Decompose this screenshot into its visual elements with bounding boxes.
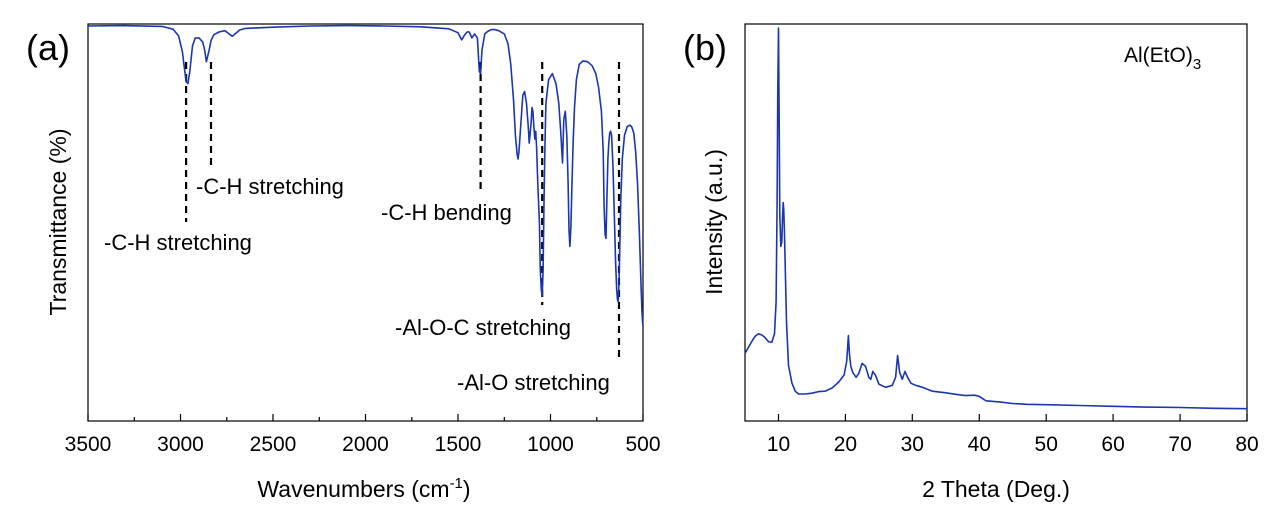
annotation-ch-stretching-2835: -C-H stretching (196, 174, 344, 199)
panel-b-xrd-chart: (b) 10 20 30 40 50 60 70 80 Al(EtO)3 2 Theta (D… (683, 23, 1259, 502)
panel-a-tick-label: 2000 (342, 433, 389, 456)
panel-b-plot-frame (744, 23, 1248, 422)
panel-b-legend-label-main: Al(EtO) (1124, 44, 1193, 67)
panel-a-tick-label: 3000 (157, 433, 204, 456)
panel-a-plot-frame (87, 23, 644, 422)
panel-b-y-axis-title: Intensity (a.u.) (701, 149, 727, 295)
panel-b-tick-label: 10 (767, 433, 790, 456)
panel-a-tick-label: 1500 (435, 433, 482, 456)
panel-b-tick-label: 60 (1101, 433, 1124, 456)
panel-b-x-ticks (777, 414, 1248, 421)
panel-a-tick-label: 1000 (527, 433, 574, 456)
annotation-al-o-c-stretching: -Al-O-C stretching (395, 315, 571, 340)
panel-b-tick-label: 80 (1235, 433, 1258, 456)
panel-a-y-axis-title: Transmittance (%) (45, 128, 71, 315)
panel-b-tick-label: 20 (834, 433, 857, 456)
panel-b-tick-label: 50 (1035, 433, 1058, 456)
panel-a-x-axis-title-sup: -1 (450, 475, 463, 492)
panel-b-label: (b) (683, 27, 727, 68)
panel-b-x-axis-title: 2 Theta (Deg.) (922, 476, 1070, 502)
panel-a-tick-label: 500 (625, 433, 660, 456)
panel-a-x-axis-title: Wavenumbers (cm-1) (257, 475, 470, 502)
panel-a-spectrum-line (87, 24, 644, 326)
panel-a-tick-label: 2500 (250, 433, 297, 456)
panel-b-x-tick-labels: 10 20 30 40 50 60 70 80 (767, 433, 1259, 456)
panel-a-x-axis-title-main: Wavenumbers (cm (257, 476, 449, 502)
annotation-ch-bending: -C-H bending (381, 200, 512, 225)
panel-a-x-tick-labels: 3500 3000 2500 2000 1500 1000 500 (65, 433, 661, 456)
panel-a-x-ticks (87, 414, 644, 421)
panel-a-annotation-markers (185, 62, 621, 360)
panel-b-tick-label: 70 (1168, 433, 1191, 456)
panel-a-tick-label: 3500 (65, 433, 112, 456)
panel-a-ftir-chart: (a) 3500 3000 2500 2000 1500 1000 500 -C-H str… (26, 23, 661, 502)
panel-b-legend-label: Al(EtO)3 (1124, 44, 1201, 73)
panel-a-label: (a) (26, 27, 70, 68)
panel-b-legend-label-sub: 3 (1193, 56, 1201, 73)
annotation-ch-stretching-2970: -C-H stretching (104, 230, 252, 255)
panel-a-x-axis-title-close: ) (463, 476, 471, 502)
panel-b-pattern-line (744, 27, 1248, 410)
panel-b-tick-label: 40 (968, 433, 991, 456)
panel-b-tick-label: 30 (901, 433, 924, 456)
annotation-al-o-stretching: -Al-O stretching (457, 370, 610, 395)
